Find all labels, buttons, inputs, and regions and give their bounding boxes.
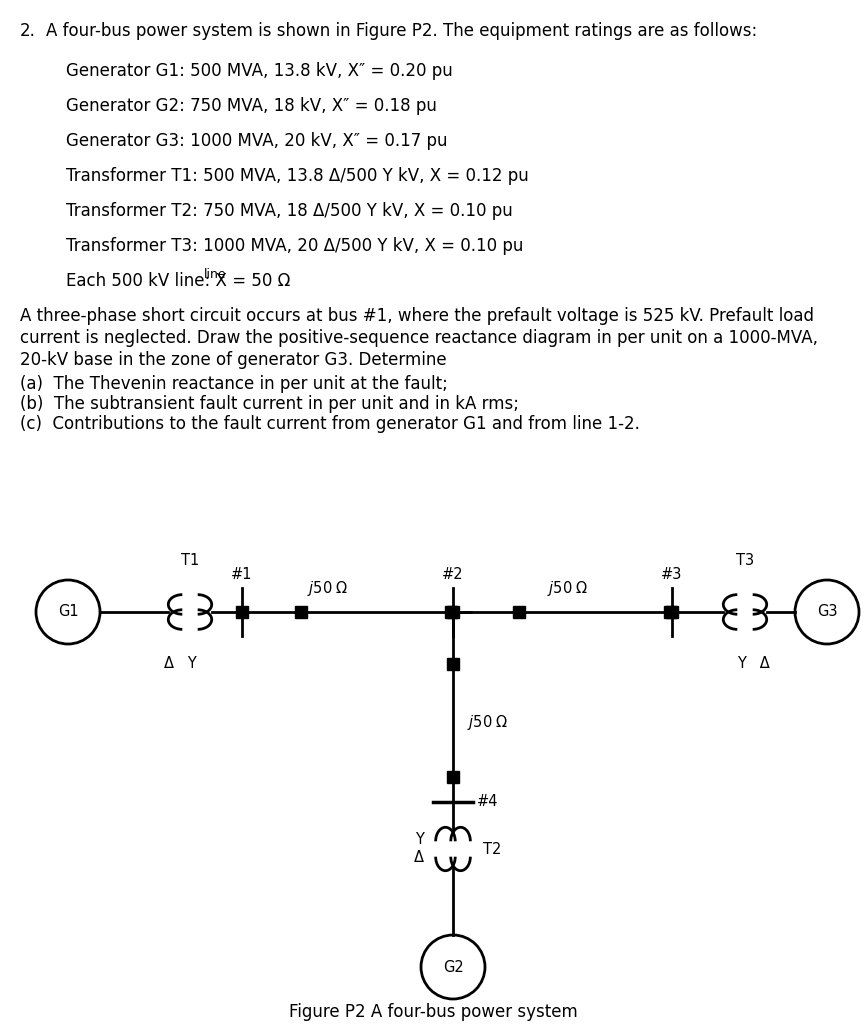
Text: Generator G2: 750 MVA, 18 kV, X″ = 0.18 pu: Generator G2: 750 MVA, 18 kV, X″ = 0.18 … [66,97,436,115]
Text: $j$50 Ω: $j$50 Ω [307,579,348,598]
Text: 2.: 2. [20,22,36,40]
Text: T2: T2 [483,842,501,856]
Text: = 50 Ω: = 50 Ω [227,272,290,290]
Text: $j$50 Ω: $j$50 Ω [546,579,588,598]
Text: A three-phase short circuit occurs at bus #1, where the prefault voltage is 525 : A three-phase short circuit occurs at bu… [20,307,814,325]
Bar [513,606,525,618]
Text: #2: #2 [443,567,464,582]
Bar [447,606,459,618]
Text: (b)  The subtransient fault current in per unit and in kA rms;: (b) The subtransient fault current in pe… [20,395,519,413]
Text: Generator G3: 1000 MVA, 20 kV, X″ = 0.17 pu: Generator G3: 1000 MVA, 20 kV, X″ = 0.17… [66,132,448,150]
Bar [447,658,459,670]
Text: Δ   Y: Δ Y [164,656,197,671]
Text: T1: T1 [181,553,199,568]
Text: Generator G1: 500 MVA, 13.8 kV, X″ = 0.20 pu: Generator G1: 500 MVA, 13.8 kV, X″ = 0.2… [66,62,453,80]
Text: Y: Y [415,833,423,848]
Bar [664,606,676,618]
Text: Y   Δ: Y Δ [737,656,769,671]
Text: Each 500 kV line: X: Each 500 kV line: X [66,272,227,290]
Text: Figure P2 A four-bus power system: Figure P2 A four-bus power system [288,1002,578,1021]
Bar [666,606,678,618]
Text: G3: G3 [817,604,837,620]
Text: line: line [204,268,227,281]
Text: A four-bus power system is shown in Figure P2. The equipment ratings are as foll: A four-bus power system is shown in Figu… [46,22,757,40]
Text: #1: #1 [231,567,253,582]
Bar [445,606,457,618]
Bar [295,606,307,618]
Text: #4: #4 [477,795,499,810]
Bar [236,606,248,618]
Text: 20-kV base in the zone of generator G3. Determine: 20-kV base in the zone of generator G3. … [20,351,447,369]
Text: Δ: Δ [414,851,424,865]
Text: G1: G1 [58,604,78,620]
Text: #3: #3 [662,567,682,582]
Text: $j$50 Ω: $j$50 Ω [467,713,508,731]
Text: (c)  Contributions to the fault current from generator G1 and from line 1-2.: (c) Contributions to the fault current f… [20,415,640,433]
Text: Transformer T3: 1000 MVA, 20 Δ/500 Y kV, X = 0.10 pu: Transformer T3: 1000 MVA, 20 Δ/500 Y kV,… [66,237,523,255]
Text: current is neglected. Draw the positive-sequence reactance diagram in per unit o: current is neglected. Draw the positive-… [20,329,818,347]
Text: T3: T3 [736,553,754,568]
Text: G2: G2 [443,959,463,975]
Bar [447,771,459,783]
Text: Transformer T1: 500 MVA, 13.8 Δ/500 Y kV, X = 0.12 pu: Transformer T1: 500 MVA, 13.8 Δ/500 Y kV… [66,167,529,185]
Text: Transformer T2: 750 MVA, 18 Δ/500 Y kV, X = 0.10 pu: Transformer T2: 750 MVA, 18 Δ/500 Y kV, … [66,202,513,220]
Text: (a)  The Thevenin reactance in per unit at the fault;: (a) The Thevenin reactance in per unit a… [20,375,448,393]
